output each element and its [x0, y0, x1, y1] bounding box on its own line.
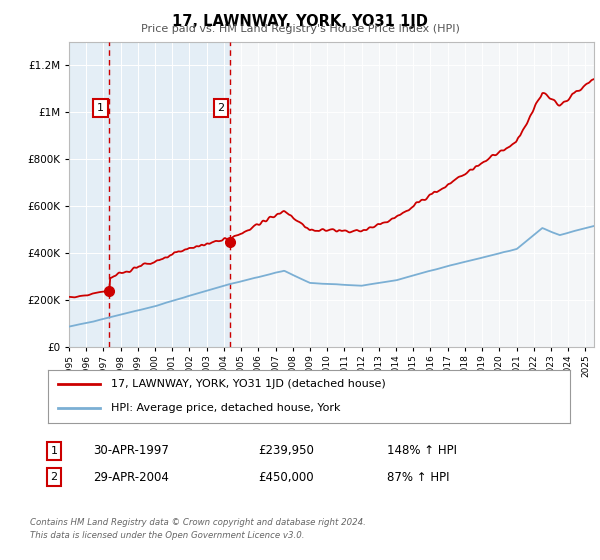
Bar: [69, 42, 109, 347]
Text: 29-APR-2004: 29-APR-2004: [93, 470, 169, 484]
Text: £239,950: £239,950: [258, 444, 314, 458]
Text: Price paid vs. HM Land Registry's House Price Index (HPI): Price paid vs. HM Land Registry's House …: [140, 24, 460, 34]
Text: 1: 1: [50, 446, 58, 456]
Text: Contains HM Land Registry data © Crown copyright and database right 2024.
This d: Contains HM Land Registry data © Crown c…: [30, 518, 366, 539]
Text: 1: 1: [97, 102, 104, 113]
Text: HPI: Average price, detached house, York: HPI: Average price, detached house, York: [110, 403, 340, 413]
Text: £450,000: £450,000: [258, 470, 314, 484]
Text: 17, LAWNWAY, YORK, YO31 1JD (detached house): 17, LAWNWAY, YORK, YO31 1JD (detached ho…: [110, 380, 385, 390]
Bar: [109, 42, 230, 347]
Text: 2: 2: [50, 472, 58, 482]
Text: 17, LAWNWAY, YORK, YO31 1JD: 17, LAWNWAY, YORK, YO31 1JD: [172, 14, 428, 29]
Text: 2: 2: [217, 102, 224, 113]
Text: 30-APR-1997: 30-APR-1997: [93, 444, 169, 458]
Text: 87% ↑ HPI: 87% ↑ HPI: [387, 470, 449, 484]
Text: 148% ↑ HPI: 148% ↑ HPI: [387, 444, 457, 458]
